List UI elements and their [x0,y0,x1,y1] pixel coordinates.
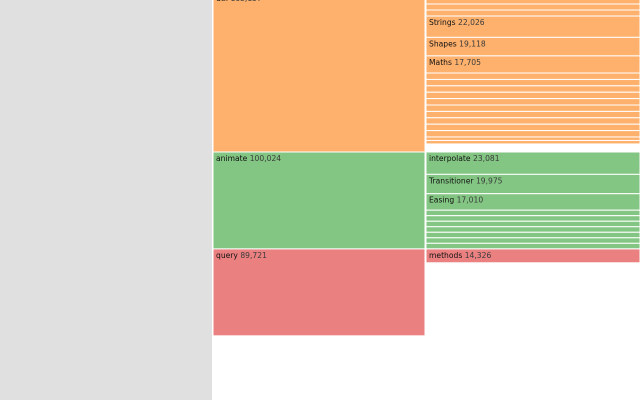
child-partition-util-18[interactable] [425,139,640,145]
child-partition-util-1[interactable] [425,0,640,5]
child-partition-animate-3[interactable] [425,209,640,217]
child-partition-util-3[interactable] [425,9,640,17]
child-partition-util-12[interactable] [425,104,640,112]
child-partition-util-17[interactable] [425,136,640,141]
child-partition-util-9[interactable] [425,85,640,93]
child-label-strings: Strings 22,026 [429,18,485,27]
child-partition-util-2[interactable] [425,3,640,11]
child-partition-util-16[interactable] [425,130,640,138]
partition-label-query: query 89,721 [216,251,267,260]
child-label-interpolate: interpolate 23,081 [429,154,500,163]
partition-label-animate: animate 100,024 [216,154,281,163]
child-partition-util-15[interactable] [425,123,640,132]
child-partition-animate-5[interactable] [425,220,640,228]
partition-animate[interactable] [212,151,426,250]
partition-util[interactable] [212,0,426,153]
child-partition-util-14[interactable] [425,117,640,125]
child-partition-util-10[interactable] [425,91,640,100]
child-label-methods: methods 14,326 [429,251,491,260]
child-partition-animate-9[interactable] [425,242,640,250]
child-partition-animate-6[interactable] [425,226,640,233]
partition-label-util: util 165,157 [216,0,262,3]
partition-query[interactable] [212,248,426,337]
root-partition[interactable] [0,0,212,400]
child-label-shapes: Shapes 19,118 [429,39,486,48]
child-partition-animate-4[interactable] [425,215,640,222]
child-partition-animate-7[interactable] [425,231,640,239]
child-partition-util-8[interactable] [425,78,640,87]
child-partition-util-7[interactable] [425,72,640,80]
child-label-transitioner: Transitioner 19,975 [428,176,503,185]
child-partition-util-11[interactable] [425,98,640,106]
child-label-easing: Easing 17,010 [429,196,483,205]
child-partition-animate-8[interactable] [425,237,640,244]
child-partition-util-13[interactable] [425,110,640,119]
child-partition-query-0[interactable] [425,248,640,264]
child-label-maths: Maths 17,705 [429,58,481,67]
